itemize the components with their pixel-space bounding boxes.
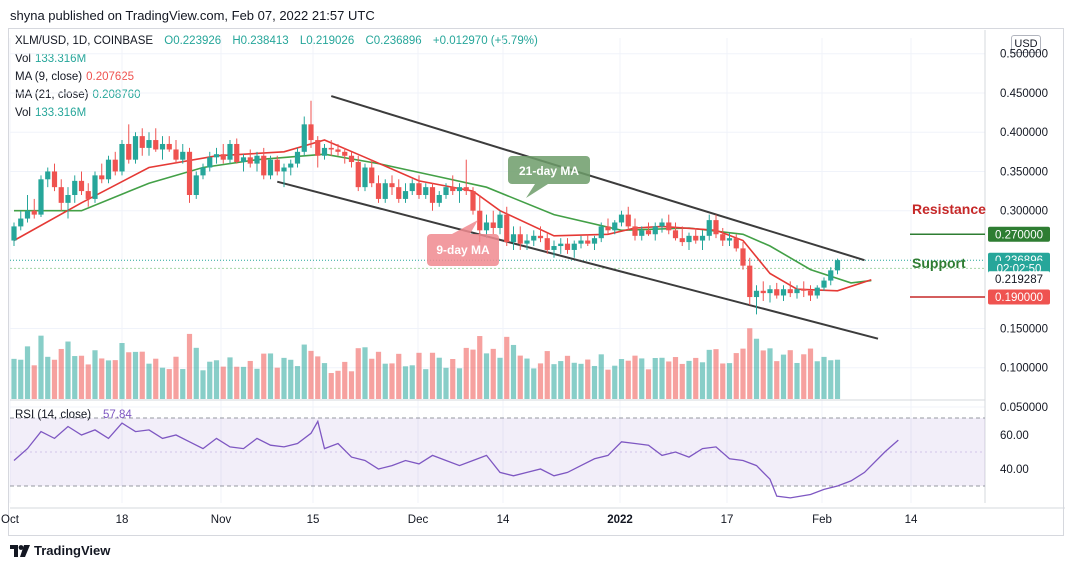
tradingview-logo-icon [10, 544, 30, 557]
ma9-value: 0.207625 [86, 71, 135, 83]
tradingview-logo-text: TradingView [34, 543, 111, 558]
ma21-value: 0.208760 [92, 89, 141, 101]
currency-button[interactable]: USD [1011, 35, 1041, 53]
symbol-label[interactable]: XLM/USD, 1D, COINBASE [15, 35, 154, 47]
volume-label-2: Vol [15, 107, 31, 119]
volume-value: 133.316M [35, 53, 87, 65]
publisher-line: shyna published on TradingView.com, Feb … [10, 8, 375, 23]
volume-label: Vol [15, 53, 31, 65]
close-value: C0.236896 [365, 35, 422, 47]
ma21-indicator[interactable]: MA (21, close) 0.208760 [15, 89, 140, 101]
volume-indicator-2[interactable]: Vol 133.316M [15, 107, 86, 119]
volume-indicator[interactable]: Vol 133.316M [15, 53, 86, 65]
change-value: +0.012970 (+5.79%) [432, 35, 538, 47]
high-value: H0.238413 [232, 35, 289, 47]
ma9-indicator[interactable]: MA (9, close) 0.207625 [15, 71, 134, 83]
volume-value-2: 133.316M [35, 107, 87, 119]
low-value: L0.219026 [299, 35, 355, 47]
ma21-label: MA (21, close) [15, 89, 89, 101]
open-value: O0.223926 [164, 35, 222, 47]
tradingview-logo[interactable]: TradingView [10, 543, 110, 558]
ohlc-header: XLM/USD, 1D, COINBASE O0.223926 H0.23841… [15, 35, 542, 47]
chart-frame [8, 28, 1064, 536]
ma9-label: MA (9, close) [15, 71, 83, 83]
